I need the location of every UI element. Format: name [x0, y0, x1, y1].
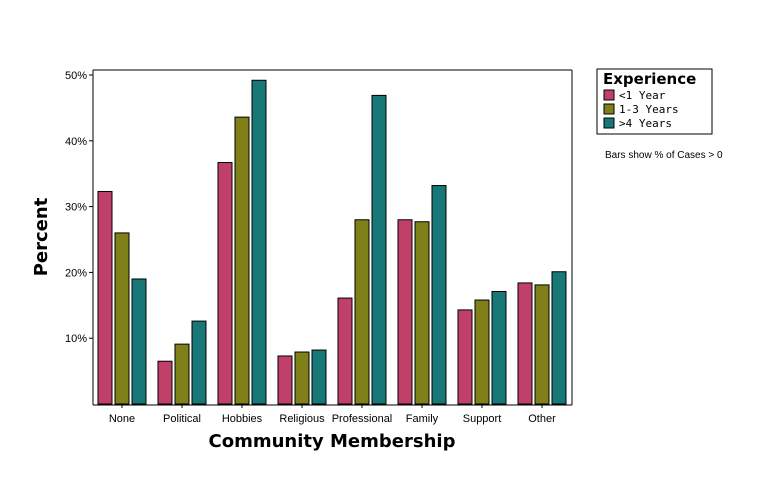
chart-note: Bars show % of Cases > 0	[605, 150, 723, 161]
bar-other-4-years	[551, 271, 567, 405]
bar-political-4-years	[191, 320, 207, 405]
bar-hobbies-4-years	[251, 79, 267, 405]
x-ticks: None Political Hobbies Religious Professiona…	[109, 405, 556, 425]
bar-professional-1-3-years	[354, 219, 370, 405]
bar-none-1-year	[97, 190, 113, 405]
y-tick-label: 30%	[65, 202, 87, 214]
bar-support-4-years	[491, 290, 507, 405]
x-tick-label-family: Family	[406, 413, 439, 425]
bar-religious-1-year	[277, 355, 293, 405]
bar-professional-1-year	[337, 297, 353, 405]
bar-family-4-years	[431, 185, 447, 405]
legend-label: 1-3 Years	[619, 103, 679, 116]
bar-other-1-3-years	[534, 284, 550, 405]
bar-support-1-3-years	[474, 299, 490, 405]
legend-title: Experience	[603, 70, 696, 88]
bar-religious-1-3-years	[294, 351, 310, 405]
legend-swatch	[603, 89, 615, 101]
bar-political-1-3-years	[174, 343, 190, 405]
bar-professional-4-years	[371, 94, 387, 405]
bar-family-1-3-years	[414, 221, 430, 405]
y-axis-title: Percent	[31, 197, 52, 276]
axes-layer	[92, 69, 573, 406]
legend-swatch	[603, 103, 615, 115]
x-tick-label-political: Political	[163, 413, 201, 425]
bar-hobbies-1-3-years	[234, 116, 250, 405]
x-tick-label-hobbies: Hobbies	[222, 413, 263, 425]
x-tick-label-none: None	[109, 413, 135, 425]
y-tick-label: 10%	[65, 333, 87, 345]
bar-other-1-year	[517, 282, 533, 405]
x-tick-label-support: Support	[463, 413, 502, 425]
legend-box	[596, 68, 713, 135]
bars-layer	[97, 79, 567, 405]
bar-family-1-year	[397, 219, 413, 405]
x-tick-label-other: Other	[528, 413, 556, 425]
x-axis-title: Community Membership	[209, 431, 456, 452]
bar-political-1-year	[157, 360, 173, 405]
y-tick-label: 20%	[65, 267, 87, 279]
y-tick-label: 40%	[65, 136, 87, 148]
bar-religious-4-years	[311, 349, 327, 405]
y-tick-label: 50%	[65, 70, 87, 82]
bar-support-1-year	[457, 309, 473, 405]
legend-swatch	[603, 117, 615, 129]
bar-hobbies-1-year	[217, 162, 233, 405]
x-tick-label-religious: Religious	[279, 413, 325, 425]
bar-none-4-years	[131, 278, 147, 405]
y-ticks: 10% 20% 30% 40% 50%	[65, 70, 93, 345]
bar-none-1-3-years	[114, 232, 130, 405]
x-tick-label-professional: Professional	[332, 413, 393, 425]
legend-label: <1 Year	[619, 89, 666, 102]
legend-label: >4 Years	[619, 117, 672, 130]
